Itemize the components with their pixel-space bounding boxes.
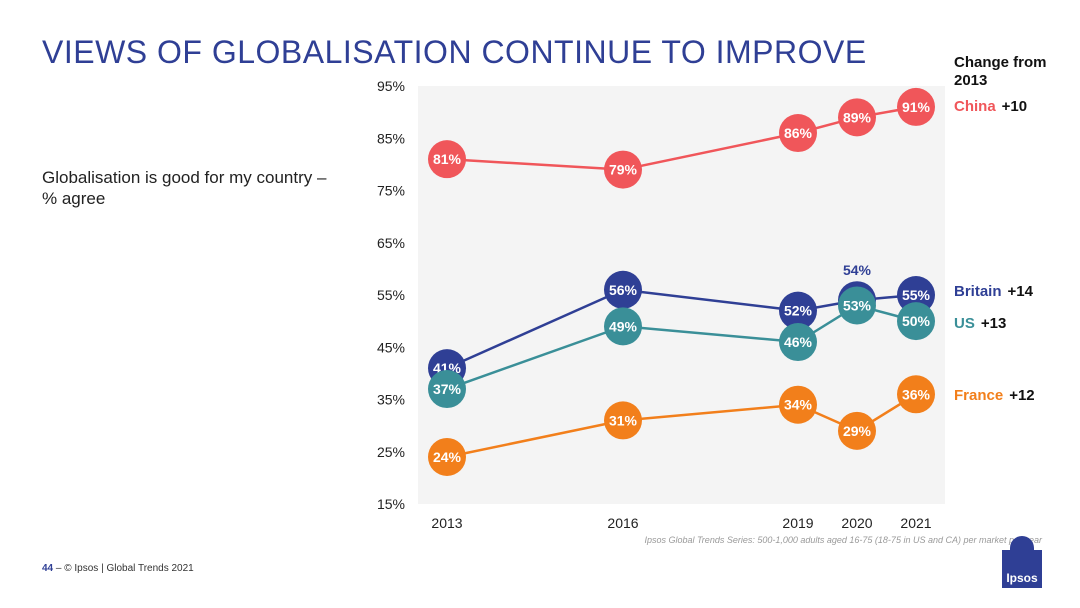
legend-us-change: +13 <box>980 315 1007 332</box>
data-point-britain <box>779 291 817 330</box>
data-label-us: 49% <box>609 318 638 334</box>
data-label-britain: 55% <box>902 287 931 303</box>
legend-france: France +12 <box>954 387 1035 404</box>
source-note: Ipsos Global Trends Series: 500-1,000 ad… <box>644 535 1042 545</box>
chart-subtitle: Globalisation is good for my country – %… <box>42 168 327 208</box>
x-tick-label: 2019 <box>782 515 813 531</box>
ipsos-logo-top <box>1010 536 1034 552</box>
legend-britain-change: +14 <box>1007 283 1033 300</box>
data-point-china <box>838 98 876 137</box>
x-tick-label: 2013 <box>431 515 462 531</box>
data-point-china <box>779 114 817 153</box>
data-point-china <box>604 150 642 189</box>
data-label-us: 46% <box>784 334 813 350</box>
ipsos-logo: Ipsos <box>1002 550 1042 588</box>
page-number: 44 <box>42 563 54 574</box>
data-point-britain <box>604 270 642 309</box>
y-tick-label: 35% <box>377 392 405 408</box>
y-tick-label: 55% <box>377 287 405 303</box>
data-point-us <box>838 286 876 325</box>
data-label-china: 91% <box>902 99 931 115</box>
data-point-france <box>897 375 935 414</box>
legend-france-change: +12 <box>1009 387 1035 404</box>
y-tick-label: 15% <box>377 496 405 512</box>
data-label-us: 37% <box>433 381 462 397</box>
data-label-us: 50% <box>902 313 931 329</box>
data-label-us: 53% <box>843 297 872 313</box>
legend-china-name: China <box>954 98 996 115</box>
y-tick-label: 95% <box>377 78 405 94</box>
y-tick-label: 75% <box>377 183 405 199</box>
data-label-china: 79% <box>609 162 638 178</box>
y-tick-label: 45% <box>377 339 405 355</box>
data-label-britain: 54% <box>843 262 872 278</box>
data-point-us <box>428 370 466 409</box>
legend-france-name: France <box>954 387 1004 404</box>
data-point-us <box>897 302 935 341</box>
data-label-france: 31% <box>609 412 638 428</box>
data-point-france <box>838 411 876 450</box>
x-tick-label: 2021 <box>900 515 931 531</box>
data-label-france: 24% <box>433 449 462 465</box>
y-tick-label: 85% <box>377 130 405 146</box>
page-title: VIEWS OF GLOBALISATION CONTINUE TO IMPRO… <box>42 34 867 70</box>
data-point-us <box>604 307 642 346</box>
data-point-china <box>428 140 466 179</box>
legend-china-change: +10 <box>1001 98 1028 115</box>
y-tick-label: 65% <box>377 235 405 251</box>
y-tick-label: 25% <box>377 444 405 460</box>
footer-text: – © Ipsos | Global Trends 2021 <box>55 563 194 574</box>
data-label-france: 29% <box>843 423 872 439</box>
x-tick-label: 2016 <box>607 515 638 531</box>
data-label-china: 86% <box>784 125 813 141</box>
data-point-britain <box>897 276 935 314</box>
data-label-britain: 56% <box>609 282 638 298</box>
change-header: Change from 2013 <box>954 54 1047 89</box>
legend-britain-name: Britain <box>954 283 1002 300</box>
legend-britain: Britain +14 <box>954 283 1033 300</box>
data-point-france <box>779 385 817 424</box>
footer: 44 – © Ipsos | Global Trends 2021 <box>42 563 194 574</box>
data-label-france: 36% <box>902 386 931 402</box>
data-label-france: 34% <box>784 397 813 413</box>
x-tick-label: 2020 <box>841 515 872 531</box>
legend-china: China +10 <box>954 98 1027 115</box>
data-point-china <box>897 87 935 126</box>
legend-us-name: US <box>954 315 975 332</box>
data-point-france <box>428 437 466 476</box>
data-point-us <box>779 323 817 362</box>
data-label-china: 81% <box>433 151 462 167</box>
data-point-france <box>604 401 642 440</box>
data-label-china: 89% <box>843 109 872 125</box>
legend-us: US +13 <box>954 315 1006 332</box>
data-label-britain: 52% <box>784 303 813 319</box>
